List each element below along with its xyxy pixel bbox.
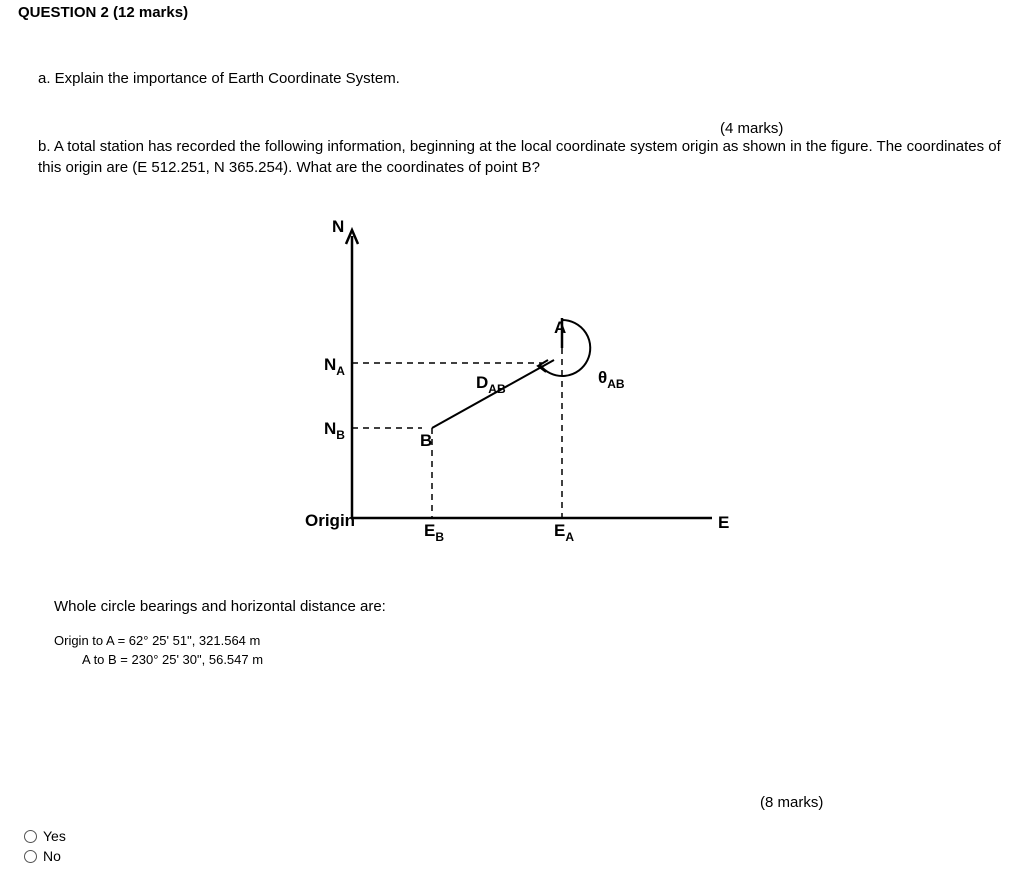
radio-no-label: No <box>43 848 61 864</box>
page: QUESTION 2 (12 marks) a. Explain the imp… <box>0 4 1024 879</box>
radio-no[interactable]: No <box>24 848 66 864</box>
part-a-text: a. Explain the importance of Earth Coord… <box>38 69 1006 89</box>
label-na: NA <box>324 355 345 378</box>
label-origin: Origin <box>305 511 355 530</box>
label-nb: NB <box>324 419 345 442</box>
label-e: E <box>718 513 729 532</box>
label-n: N <box>332 217 344 236</box>
label-ea: EA <box>554 521 574 544</box>
part-a-marks: (4 marks) <box>720 120 783 137</box>
label-b: B <box>420 431 432 450</box>
bearings-block: Origin to A = 62° 25' 51", 321.564 m A t… <box>54 631 1006 670</box>
label-a: A <box>554 318 566 337</box>
label-theta-ab: θAB <box>598 368 625 391</box>
radio-yes[interactable]: Yes <box>24 828 66 844</box>
label-eb: EB <box>424 521 444 544</box>
below-figure-text: Whole circle bearings and horizontal dis… <box>54 598 1006 615</box>
part-b-text: b. A total station has recorded the foll… <box>38 137 1006 178</box>
coordinate-figure: N E Origin A B NA NB EA EB DAB <box>272 208 752 568</box>
label-dab: DAB <box>476 373 506 396</box>
radio-circle-icon <box>24 850 37 863</box>
figure-container: N E Origin A B NA NB EA EB DAB <box>18 208 1006 568</box>
bearing-a-b: A to B = 230° 25' 30", 56.547 m <box>54 650 1006 670</box>
radio-circle-icon <box>24 830 37 843</box>
radio-yes-label: Yes <box>43 828 66 844</box>
part-b-marks: (8 marks) <box>760 794 823 811</box>
radio-group: Yes No <box>24 828 66 868</box>
question-title: QUESTION 2 (12 marks) <box>18 4 1006 21</box>
bearing-origin-a: Origin to A = 62° 25' 51", 321.564 m <box>54 631 1006 651</box>
